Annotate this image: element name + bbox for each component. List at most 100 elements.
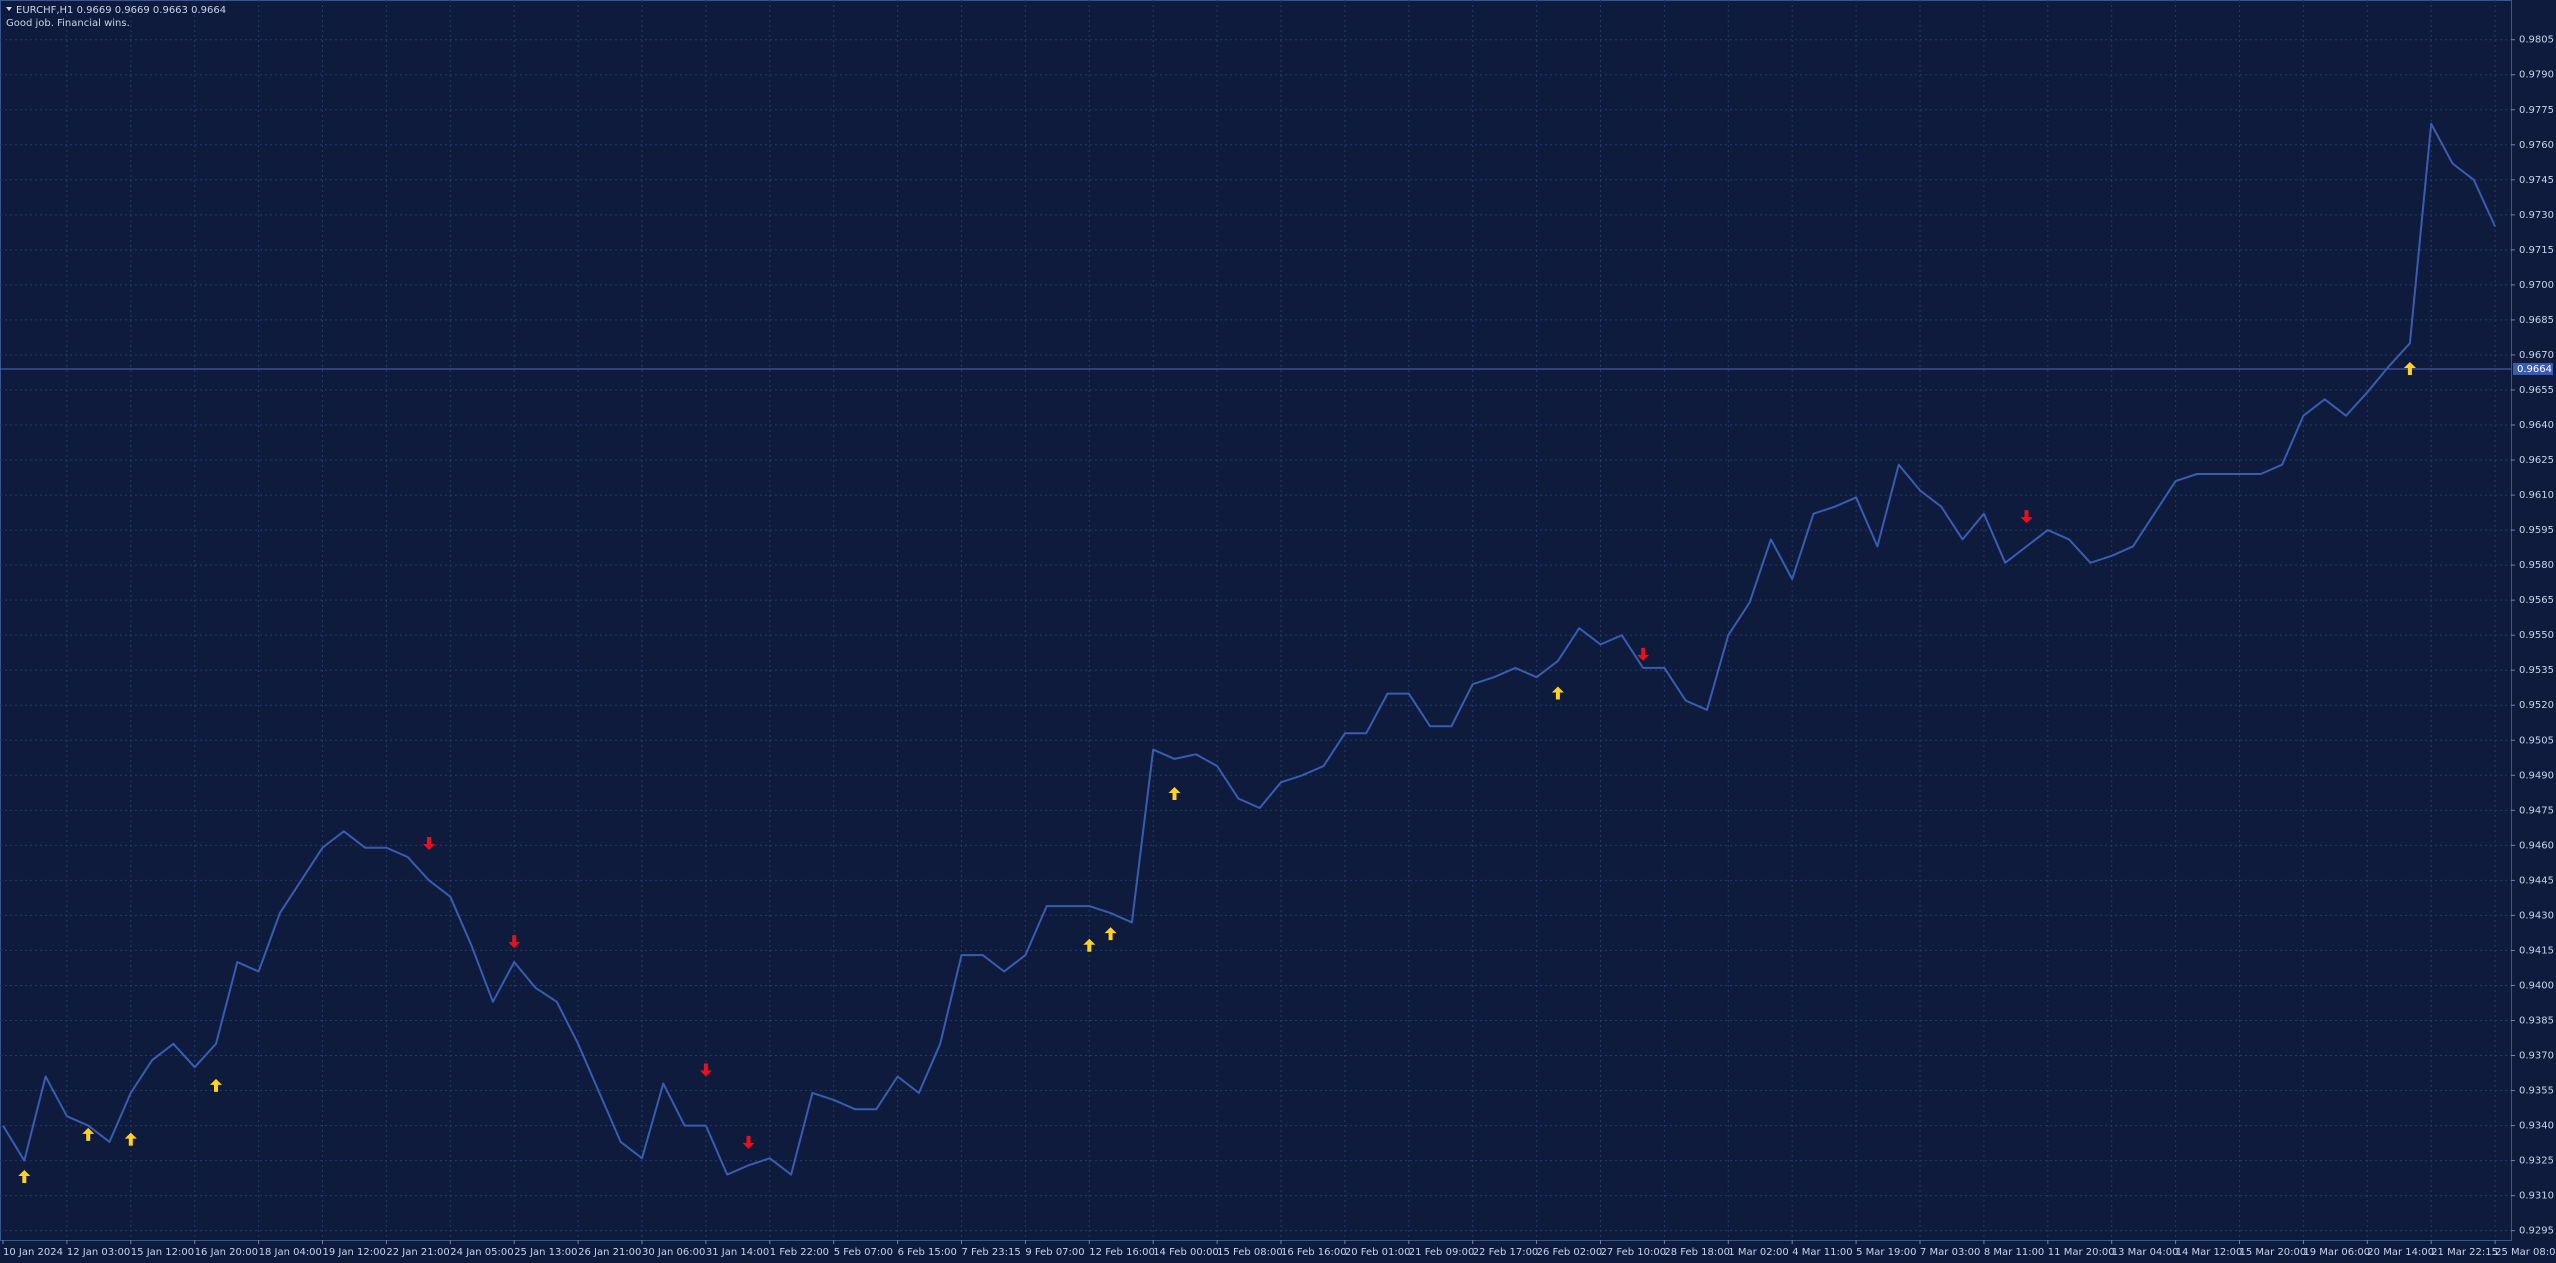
y-tick-label: 0.9295 [2519, 1226, 2554, 1237]
x-tick-label: 14 Feb 00:00 [1153, 1247, 1219, 1258]
y-tick-label: 0.9505 [2519, 735, 2554, 746]
x-tick-label: 10 Jan 2024 [3, 1247, 63, 1258]
buy-arrow [2403, 361, 2416, 375]
marks [0, 122, 2511, 1183]
x-tick-label: 20 Mar 14:00 [2367, 1247, 2434, 1258]
price-line [2, 122, 2497, 1176]
x-tick-label: 15 Feb 08:00 [1217, 1247, 1283, 1258]
y-tick-label: 0.9715 [2519, 245, 2554, 256]
x-tick-label: 18 Jan 04:00 [259, 1247, 322, 1258]
x-tick-label: 16 Jan 20:00 [195, 1247, 258, 1258]
y-tick-label: 0.9760 [2519, 140, 2554, 151]
sell-arrow [1637, 647, 1650, 661]
x-tick-label: 8 Mar 11:00 [1984, 1247, 2044, 1258]
buy-arrow [210, 1078, 222, 1092]
y-tick-label: 0.9595 [2519, 525, 2554, 536]
y-tick-label: 0.9580 [2519, 560, 2554, 571]
buy-arrow [1168, 786, 1181, 800]
x-tick-label: 7 Mar 03:00 [1920, 1247, 1980, 1258]
y-tick-label: 0.9640 [2519, 420, 2554, 431]
buy-arrow [124, 1132, 137, 1146]
y-tick-label: 0.9655 [2519, 385, 2554, 396]
y-tick-label: 0.9625 [2519, 455, 2554, 466]
y-tick-label: 0.9730 [2519, 210, 2554, 221]
y-tick-label: 0.9745 [2519, 175, 2554, 186]
x-tick-label: 13 Mar 04:00 [2112, 1247, 2179, 1258]
x-tick-label: 16 Feb 16:00 [1281, 1247, 1347, 1258]
x-tick-label: 11 Mar 20:00 [2048, 1247, 2115, 1258]
x-tick-label: 7 Feb 23:15 [962, 1247, 1021, 1258]
x-tick-label: 4 Mar 11:00 [1792, 1247, 1852, 1258]
y-tick-label: 0.9535 [2519, 665, 2554, 676]
y-tick-label: 0.9550 [2519, 630, 2554, 641]
x-tick-label: 9 Feb 07:00 [1025, 1247, 1084, 1258]
y-tick-label: 0.9340 [2519, 1121, 2554, 1132]
symbol-line: EURCHF,H1 0.9669 0.9669 0.9663 0.9664 [16, 5, 226, 16]
x-tick-label: 1 Mar 02:00 [1728, 1247, 1788, 1258]
y-tick-label: 0.9610 [2519, 490, 2554, 501]
y-tick-label: 0.9775 [2519, 105, 2554, 116]
sell-arrow [423, 837, 435, 851]
buy-arrow [1104, 927, 1117, 941]
labels: 0.9295 0.9310 0.9325 0.9340 0.9355 0.9370 0.93… [2, 35, 2556, 1258]
y-tick-label: 0.9385 [2519, 1015, 2554, 1026]
x-tick-label: 31 Jan 14:00 [706, 1247, 769, 1258]
x-tick-label: 22 Jan 21:00 [386, 1247, 449, 1258]
y-tick-label: 0.9685 [2519, 315, 2554, 326]
buy-arrow [18, 1169, 31, 1183]
x-tick-label: 25 Jan 13:00 [514, 1247, 577, 1258]
current-price-box [2513, 362, 2553, 375]
x-tick-label: 14 Mar 12:00 [2176, 1247, 2243, 1258]
x-tick-label: 20 Feb 01:00 [1345, 1247, 1411, 1258]
sell-arrow [2020, 510, 2033, 524]
x-tick-label: 15 Mar 20:00 [2240, 1247, 2307, 1258]
sell-arrow [508, 935, 521, 949]
x-tick-label: 25 Mar 08:00 [2495, 1247, 2556, 1258]
x-tick-label: 19 Mar 06:00 [2303, 1247, 2370, 1258]
y-tick-label: 0.9430 [2519, 910, 2554, 921]
buy-arrow [1083, 938, 1096, 952]
x-tick-label: 27 Feb 10:00 [1601, 1247, 1667, 1258]
y-tick-label: 0.9310 [2519, 1191, 2554, 1202]
x-tick-label: 26 Feb 02:00 [1537, 1247, 1603, 1258]
x-tick-label: 6 Feb 15:00 [898, 1247, 957, 1258]
y-tick-label: 0.9700 [2519, 280, 2554, 291]
x-tick-label: 5 Feb 07:00 [834, 1247, 893, 1258]
x-tick-label: 12 Feb 16:00 [1089, 1247, 1155, 1258]
grid [0, 0, 2511, 1240]
y-tick-label: 0.9325 [2519, 1156, 2554, 1167]
x-tick-label: 22 Feb 17:00 [1473, 1247, 1539, 1258]
x-tick-label: 21 Feb 09:00 [1409, 1247, 1475, 1258]
y-tick-label: 0.9520 [2519, 700, 2554, 711]
y-tick-label: 0.9790 [2519, 70, 2554, 81]
y-tick-label: 0.9490 [2519, 770, 2554, 781]
buy-arrow [82, 1127, 95, 1141]
y-tick-label: 0.9565 [2519, 595, 2554, 606]
y-tick-label: 0.9355 [2519, 1086, 2554, 1097]
sell-arrow [742, 1135, 755, 1149]
indicator-comment: Good job. Financial wins. [6, 18, 130, 29]
plot-area [0, 0, 2512, 1241]
sell-arrow [699, 1063, 712, 1077]
y-tick-label: 0.9415 [2519, 945, 2554, 956]
y-tick-label: 0.9370 [2519, 1051, 2554, 1062]
y-tick-label: 0.9670 [2519, 350, 2554, 361]
x-tick-label: 24 Jan 05:00 [450, 1247, 513, 1258]
y-tick-label: 0.9460 [2519, 840, 2554, 851]
y-tick-label: 0.9445 [2519, 875, 2554, 886]
x-tick-label: 15 Jan 12:00 [131, 1247, 194, 1258]
buy-arrow [1551, 686, 1564, 700]
x-tick-label: 1 Feb 22:00 [770, 1247, 829, 1258]
current-price-label: 0.9664 [2517, 364, 2552, 375]
x-tick-label: 28 Feb 18:00 [1664, 1247, 1730, 1258]
x-tick-label: 26 Jan 21:00 [578, 1247, 641, 1258]
x-tick-label: 5 Mar 19:00 [1856, 1247, 1916, 1258]
collapse-icon [6, 7, 12, 11]
x-tick-label: 30 Jan 06:00 [642, 1247, 705, 1258]
y-tick-label: 0.9475 [2519, 805, 2554, 816]
x-tick-label: 12 Jan 03:00 [67, 1247, 130, 1258]
x-tick-label: 19 Jan 12:00 [323, 1247, 386, 1258]
y-tick-label: 0.9805 [2519, 35, 2554, 46]
